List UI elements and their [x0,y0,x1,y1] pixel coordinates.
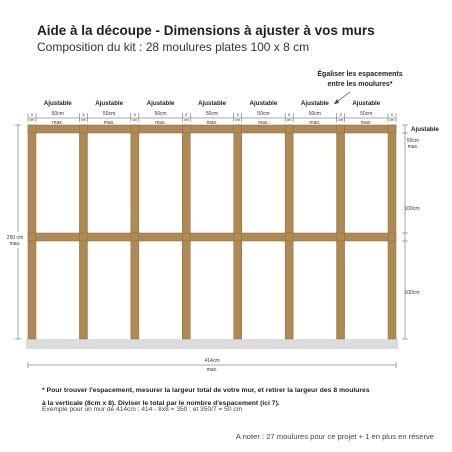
vertical-moulding-4 [182,124,191,340]
vertical-moulding-3 [130,124,140,340]
gap-value: 50cm [360,111,372,117]
post-width-value: 8 [340,113,342,117]
gap-value: 50cm [154,111,166,117]
gap-unit: max. [207,120,218,126]
gap-ajustable-label: Ajustable [198,100,226,107]
gap-unit: max. [104,120,115,126]
post-width-unit: cm [81,118,86,122]
top-section-value: 50cm [407,138,419,144]
width-value: 414cm [204,358,219,364]
post-width-unit: cm [133,118,138,122]
post-width-unit: cm [390,118,395,122]
gap-value: 50cm [103,111,115,117]
footnote-example: Exemple pour un mur de 414cm : 414 - 8x8… [42,406,243,413]
post-width-value: 8 [31,113,33,117]
gap-value: 50cm [52,111,64,117]
vertical-moulding-6 [284,124,294,340]
height-value: 250 cm [7,235,23,241]
floor-band [26,339,398,349]
footnote-instructions: * Pour trouver l'espacement, mesurer la … [42,384,422,410]
post-width-value: 8 [237,113,239,117]
gap-value: 50cm [309,111,321,117]
spacing-callout-line-2: entre les moulures* [327,81,393,88]
width-unit: max. [207,367,218,373]
spacing-callout: Égaliser les espacements entre les moulu… [300,70,420,90]
post-width-unit: cm [30,118,35,122]
footnote-note: A noter : 27 moulures pour ce projet + 1… [235,432,434,441]
post-width-unit: cm [184,118,189,122]
gap-unit: max. [361,120,372,126]
vertical-moulding-8 [387,124,397,340]
footnote-line-1: * Pour trouver l'espacement, mesurer la … [42,387,370,394]
spacing-callout-line-1: Égaliser les espacements [317,71,403,78]
vertical-moulding-5 [233,124,242,340]
gap-ajustable-label: Ajustable [44,100,72,107]
bottom-section-value: 100cm [404,290,419,296]
gap-ajustable-label: Ajustable [352,100,380,107]
gap-unit: max. [309,120,320,126]
post-width-value: 8 [288,113,290,117]
gap-value: 50cm [206,111,218,117]
height-label-bg [4,232,26,248]
post-width-unit: cm [338,118,343,122]
post-width-value: 8 [391,113,393,117]
height-unit: max. [10,241,21,247]
vertical-moulding-7 [336,124,345,340]
top-section-unit: max. [408,144,419,150]
gap-ajustable-label: Ajustable [147,100,175,107]
page-subtitle: Composition du kit : 28 moulures plates … [37,40,310,54]
gap-unit: max. [52,120,63,126]
gap-ajustable-label: Ajustable [301,100,329,107]
page-title: Aide à la découpe - Dimensions à ajuster… [37,23,375,38]
post-width-unit: cm [235,118,240,122]
top-ajustable-label: Ajustable [411,126,439,133]
post-width-unit: cm [287,118,292,122]
footnote-line-2: à la verticale (8cm x 8). Diviser le tot… [42,400,280,407]
vertical-moulding-1 [27,124,37,340]
gap-value: 50cm [257,111,269,117]
gap-ajustable-label: Ajustable [249,100,277,107]
post-width-value: 8 [185,113,187,117]
post-width-value: 8 [134,113,136,117]
callout-arrow-head [334,99,339,104]
vertical-moulding-2 [79,124,88,340]
gap-unit: max. [258,120,269,126]
post-width-value: 8 [82,113,84,117]
middle-section-value: 100cm [404,206,419,212]
gap-unit: max. [155,120,166,126]
gap-ajustable-label: Ajustable [95,100,123,107]
